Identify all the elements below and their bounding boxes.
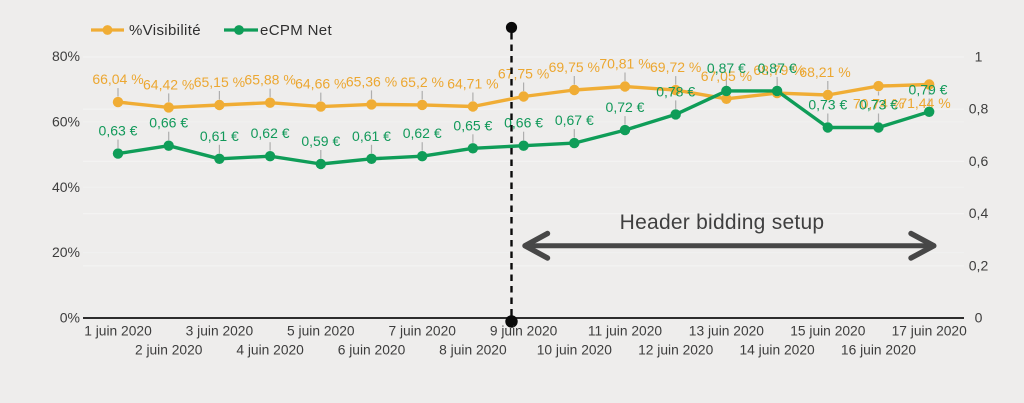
- svg-text:64,71 %: 64,71 %: [447, 76, 498, 92]
- svg-text:11 juin 2020: 11 juin 2020: [588, 324, 662, 339]
- svg-text:9 juin 2020: 9 juin 2020: [490, 324, 558, 339]
- svg-text:65,2 %: 65,2 %: [400, 74, 444, 90]
- svg-text:0,66 €: 0,66 €: [149, 115, 188, 131]
- svg-text:14 juin 2020: 14 juin 2020: [740, 343, 816, 358]
- svg-text:1 juin 2020: 1 juin 2020: [84, 324, 152, 339]
- svg-text:68,79 %: 68,79 %: [753, 62, 804, 78]
- svg-text:66,04 %: 66,04 %: [92, 71, 143, 87]
- svg-text:8 juin 2020: 8 juin 2020: [439, 343, 507, 358]
- svg-text:4 juin 2020: 4 juin 2020: [236, 343, 304, 358]
- svg-text:67,05 %: 67,05 %: [701, 68, 752, 84]
- svg-text:13 juin 2020: 13 juin 2020: [689, 324, 765, 339]
- svg-text:0: 0: [975, 310, 983, 326]
- svg-text:7 juin 2020: 7 juin 2020: [388, 324, 456, 339]
- svg-text:3 juin 2020: 3 juin 2020: [186, 324, 254, 339]
- svg-text:70,81 %: 70,81 %: [599, 56, 650, 72]
- svg-text:6 juin 2020: 6 juin 2020: [338, 343, 406, 358]
- svg-text:0,62 €: 0,62 €: [251, 125, 290, 141]
- svg-text:0,61 €: 0,61 €: [200, 128, 239, 144]
- svg-text:71,44 %: 71,44 %: [899, 95, 950, 111]
- svg-text:0,65 €: 0,65 €: [453, 117, 492, 133]
- svg-text:0,78 €: 0,78 €: [656, 83, 695, 99]
- svg-text:0,72 €: 0,72 €: [606, 99, 645, 115]
- svg-text:12 juin 2020: 12 juin 2020: [638, 343, 714, 358]
- svg-text:70,74 %: 70,74 %: [853, 96, 904, 112]
- svg-text:5 juin 2020: 5 juin 2020: [287, 324, 355, 339]
- svg-text:%Visibilité: %Visibilité: [129, 22, 201, 39]
- svg-text:69,72 %: 69,72 %: [650, 59, 701, 75]
- svg-text:0,87 €: 0,87 €: [758, 60, 797, 76]
- svg-text:65,88 %: 65,88 %: [244, 72, 295, 88]
- svg-text:65,36 %: 65,36 %: [346, 73, 397, 89]
- svg-text:0,2: 0,2: [969, 257, 989, 273]
- svg-text:64,42 %: 64,42 %: [143, 76, 194, 92]
- svg-text:0,62 €: 0,62 €: [403, 125, 442, 141]
- svg-text:0,6: 0,6: [969, 153, 989, 169]
- svg-text:40%: 40%: [52, 179, 80, 195]
- svg-text:1: 1: [975, 49, 983, 65]
- svg-text:0,4: 0,4: [969, 205, 989, 221]
- svg-text:68,21 %: 68,21 %: [799, 64, 850, 80]
- svg-text:0,66 €: 0,66 €: [504, 115, 543, 131]
- svg-text:0,59 €: 0,59 €: [301, 133, 340, 149]
- svg-text:15 juin 2020: 15 juin 2020: [790, 324, 866, 339]
- svg-text:67,75 %: 67,75 %: [498, 66, 549, 82]
- svg-text:2 juin 2020: 2 juin 2020: [135, 343, 203, 358]
- svg-text:0,87 €: 0,87 €: [707, 60, 746, 76]
- svg-text:10 juin 2020: 10 juin 2020: [537, 343, 613, 358]
- svg-text:0,67 €: 0,67 €: [555, 112, 594, 128]
- svg-text:16 juin 2020: 16 juin 2020: [841, 343, 917, 358]
- svg-text:Header bidding setup: Header bidding setup: [620, 211, 825, 234]
- svg-text:0,8: 0,8: [969, 101, 989, 117]
- svg-text:17 juin 2020: 17 juin 2020: [892, 324, 968, 339]
- svg-text:0,61 €: 0,61 €: [352, 128, 391, 144]
- svg-text:69,75 %: 69,75 %: [549, 59, 600, 75]
- svg-text:0%: 0%: [60, 310, 80, 326]
- svg-text:20%: 20%: [52, 244, 80, 260]
- svg-text:eCPM Net: eCPM Net: [260, 22, 332, 39]
- svg-text:0,79 €: 0,79 €: [909, 82, 948, 98]
- svg-text:60%: 60%: [52, 113, 80, 129]
- svg-text:0,63 €: 0,63 €: [99, 123, 138, 139]
- svg-text:65,15 %: 65,15 %: [194, 74, 245, 90]
- svg-text:80%: 80%: [52, 48, 80, 64]
- svg-text:64,66 %: 64,66 %: [295, 76, 346, 92]
- svg-text:0,73 €: 0,73 €: [859, 97, 898, 113]
- svg-text:0,73 €: 0,73 €: [808, 97, 847, 113]
